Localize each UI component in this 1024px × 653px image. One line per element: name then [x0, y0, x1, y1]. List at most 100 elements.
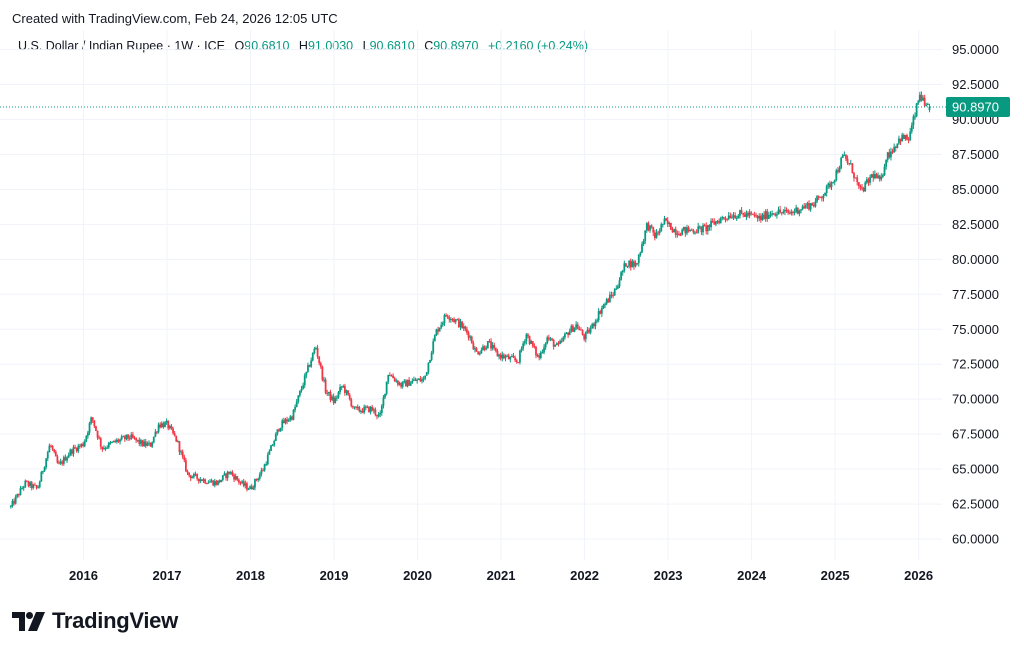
- candle: [120, 434, 123, 441]
- candle: [641, 241, 643, 253]
- candle-body: [225, 473, 227, 479]
- candle: [128, 435, 131, 441]
- candle: [384, 393, 386, 399]
- time-axis[interactable]: 2016 2017 2018 2019 2020 2021 2022 2023 2024 2025…: [69, 568, 933, 583]
- candle-body: [400, 383, 402, 387]
- candle: [906, 133, 908, 141]
- candle-body: [422, 378, 425, 380]
- candle-body: [494, 347, 497, 351]
- candle: [178, 440, 181, 456]
- candle-body: [233, 474, 235, 480]
- candle-body: [29, 482, 32, 486]
- candle: [138, 437, 141, 447]
- candle: [555, 342, 558, 346]
- candle: [233, 473, 235, 483]
- candle: [475, 346, 478, 352]
- candle: [107, 441, 110, 449]
- candle: [560, 337, 563, 344]
- candle-body: [133, 437, 136, 439]
- price-chart[interactable]: 95.000092.500090.000087.500085.000082.50…: [0, 30, 1024, 590]
- candle-body: [136, 439, 139, 441]
- price-axis[interactable]: 95.000092.500090.000087.500085.000082.50…: [952, 42, 999, 546]
- candle: [747, 211, 749, 218]
- candle-body: [363, 406, 366, 413]
- candle: [655, 229, 658, 239]
- candle: [658, 228, 661, 236]
- candle-body: [790, 211, 793, 214]
- candle-body: [197, 478, 200, 482]
- candle-body: [506, 355, 508, 357]
- candle: [131, 431, 134, 439]
- tradingview-logo-icon: [12, 612, 45, 631]
- candle-body: [40, 472, 43, 482]
- candle: [845, 153, 847, 162]
- candle-body: [164, 422, 166, 428]
- candle-body: [604, 303, 606, 305]
- candle-body: [390, 375, 393, 377]
- candle-body: [888, 152, 891, 158]
- candle: [274, 432, 277, 442]
- candle: [91, 417, 94, 423]
- candle-body: [777, 209, 780, 215]
- candle: [421, 377, 423, 384]
- candle-body: [411, 380, 414, 384]
- candle: [109, 440, 112, 445]
- y-tick-label: 75.0000: [952, 322, 999, 337]
- candle-body: [552, 340, 555, 347]
- candle-body: [498, 354, 500, 357]
- candle-body: [875, 174, 878, 179]
- candle: [40, 470, 43, 482]
- candle: [61, 459, 64, 466]
- candle: [419, 375, 422, 382]
- candle: [441, 321, 444, 327]
- candle: [870, 173, 873, 179]
- candle-body: [543, 347, 545, 353]
- candle-body: [588, 329, 590, 333]
- candle-body: [488, 341, 491, 343]
- candle: [486, 341, 489, 349]
- candle: [250, 483, 253, 490]
- candle: [413, 376, 415, 382]
- candle: [221, 475, 224, 482]
- candle-body: [310, 360, 313, 367]
- candle-body: [128, 438, 131, 440]
- candle: [268, 449, 271, 455]
- candle: [254, 478, 256, 491]
- candle: [456, 318, 459, 321]
- candle-body: [605, 299, 608, 304]
- candle-body: [557, 343, 560, 345]
- candle: [196, 473, 199, 481]
- candle: [727, 211, 730, 221]
- candle-body: [459, 321, 462, 327]
- candle-body: [873, 174, 876, 179]
- candle-body: [713, 221, 716, 225]
- candle: [165, 418, 168, 425]
- candle-body: [661, 223, 664, 225]
- tradingview-logo[interactable]: TradingView: [12, 608, 178, 634]
- candle: [366, 405, 369, 409]
- candle: [660, 222, 663, 232]
- y-tick-label: 87.5000: [952, 147, 999, 162]
- candle-body: [682, 226, 685, 230]
- candle-body: [96, 430, 99, 438]
- candle-body: [43, 467, 46, 472]
- candle-body: [743, 214, 746, 217]
- candle: [339, 384, 341, 395]
- candle-body: [723, 217, 725, 219]
- candle-body: [496, 350, 499, 357]
- candle-body: [629, 260, 632, 268]
- candle: [806, 201, 809, 209]
- candle-body: [710, 220, 712, 228]
- candle: [360, 409, 362, 414]
- candle: [539, 350, 542, 360]
- candle-body: [93, 420, 96, 427]
- candle-body: [631, 261, 634, 268]
- candle-body: [14, 496, 17, 504]
- candle: [862, 186, 865, 193]
- candle: [885, 159, 888, 170]
- candle-body: [323, 379, 325, 381]
- candle-body: [623, 263, 626, 271]
- candle: [804, 203, 807, 210]
- candle: [311, 352, 314, 362]
- candle-body: [833, 180, 836, 183]
